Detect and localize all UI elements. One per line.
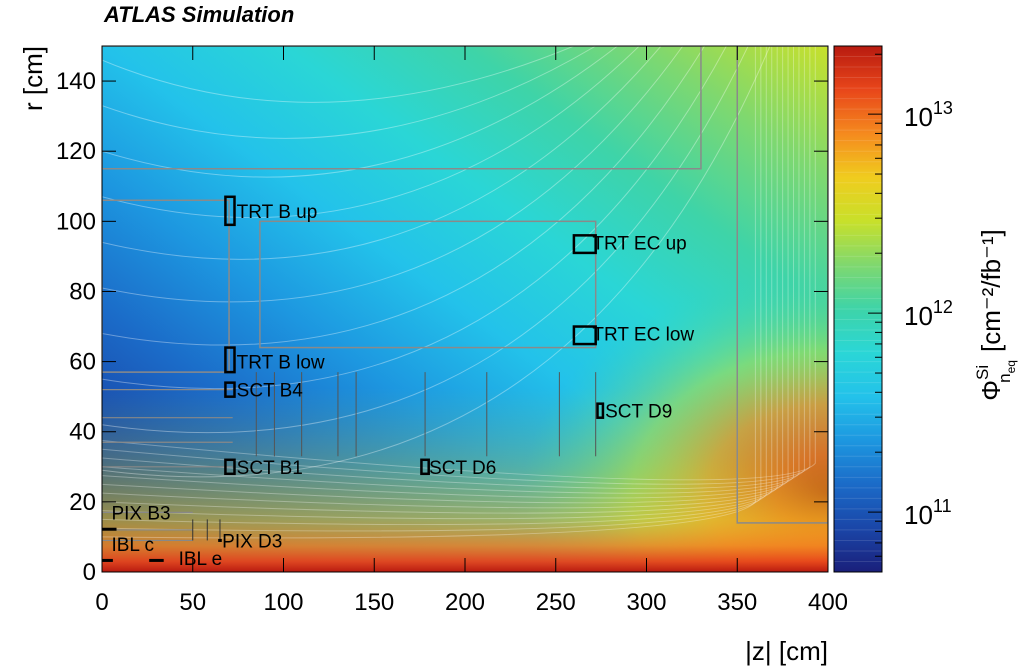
annotation-label: TRT B up — [237, 202, 318, 223]
contour-line — [102, 46, 762, 532]
plot-area — [102, 46, 828, 572]
x-axis-label: |z| [cm] — [745, 636, 828, 666]
colorbar-tick-base: 10 — [904, 500, 933, 530]
contour-line — [102, 46, 575, 103]
contour-line — [102, 46, 767, 526]
colorbar-tick-label: 1011 — [904, 496, 952, 530]
colorbar-label-subscript: n — [995, 373, 1014, 382]
colorbar-tick-exponent: 13 — [933, 98, 953, 118]
contour-line — [102, 46, 773, 520]
contour-line — [102, 46, 706, 346]
x-tick-label: 100 — [263, 589, 303, 616]
annotation-labels: TRT B up TRT B low TRT EC up TRT EC low SCT … — [111, 202, 694, 570]
y-tick-label: 20 — [69, 489, 96, 516]
annotation-label: SCT B4 — [237, 381, 304, 402]
contour-line — [102, 46, 805, 490]
contour-line — [102, 46, 662, 260]
annotation-label: TRT EC low — [592, 325, 694, 346]
contour-line — [102, 46, 800, 494]
x-tick-label: 200 — [445, 589, 485, 616]
colorbar-tick-base: 10 — [904, 102, 933, 132]
contour-line — [102, 46, 749, 434]
contour-line — [102, 46, 756, 539]
colorbar-tick-exponent: 11 — [933, 496, 952, 516]
contour-line — [102, 46, 816, 481]
y-tick-label: 60 — [69, 349, 96, 376]
colorbar-label-units: [cm⁻²/fb⁻¹] — [976, 229, 1006, 352]
annotation-label: IBL c — [111, 535, 154, 556]
detector-region-outline — [102, 199, 230, 373]
annotation-box — [224, 195, 236, 227]
colorbar-gradient — [834, 46, 882, 572]
colorbar-tick-base: 10 — [904, 301, 933, 331]
annotation-label: PIX D3 — [222, 531, 282, 552]
y-tick-label: 100 — [56, 208, 96, 235]
x-tick-label: 300 — [626, 589, 666, 616]
contour-line — [102, 46, 771, 478]
x-tick-label: 250 — [536, 589, 576, 616]
contour-lines — [102, 46, 816, 539]
annotation-label: SCT D9 — [605, 402, 672, 423]
colorbar-label-symbol: Φ — [976, 380, 1006, 401]
annotation-box — [224, 346, 236, 374]
y-tick-label: 0 — [83, 559, 96, 586]
annotation-box — [224, 381, 236, 398]
contour-line — [102, 46, 640, 219]
contour-line — [102, 46, 811, 485]
annotation-box — [572, 234, 597, 255]
x-tick-label: 150 — [354, 589, 394, 616]
y-tick-label: 140 — [56, 68, 96, 95]
y-tick-label: 80 — [69, 278, 96, 305]
colorbar-tick-label: 1012 — [904, 297, 953, 331]
detector-region-outline — [259, 220, 597, 349]
annotation-boxes — [224, 195, 605, 476]
detector-region-outline — [736, 46, 828, 524]
heatmap-beamline-band — [102, 46, 828, 572]
annotation-label: TRT B low — [237, 353, 325, 374]
annotation-label: PIX B3 — [111, 503, 170, 524]
x-tick-label: 0 — [95, 589, 108, 616]
annotation-box — [224, 458, 236, 476]
detector-region-outline — [102, 46, 702, 170]
y-tick-label: 120 — [56, 138, 96, 165]
annotation-label: TRT EC up — [592, 233, 686, 254]
y-axis-ticks: 0 20 40 60 80 100 120 140 — [56, 68, 828, 586]
annotation-label: SCT D6 — [429, 458, 496, 479]
contour-line — [102, 46, 778, 514]
annotation-box — [420, 458, 430, 476]
x-tick-label: 50 — [179, 589, 206, 616]
contour-line — [102, 46, 795, 499]
colorbar-label: ΦSi neq [cm⁻²/fb⁻¹] — [973, 229, 1018, 400]
contour-line — [102, 46, 727, 390]
contour-line — [102, 46, 784, 509]
detector-regions — [102, 46, 828, 524]
x-tick-label: 350 — [717, 589, 757, 616]
colorbar-bands — [834, 56, 882, 562]
x-axis-ticks: 0 50 100 150 200 250 300 350 400 — [95, 46, 848, 616]
colorbar-label-subscript-eq: eq — [1004, 360, 1018, 373]
contour-line — [102, 46, 684, 303]
chart-title: ATLAS Simulation — [103, 2, 294, 27]
annotation-box — [572, 325, 597, 346]
annotation-label: SCT B1 — [237, 458, 303, 479]
y-tick-label: 40 — [69, 419, 96, 446]
colorbar-tick-label: 1013 — [904, 98, 953, 132]
colorbar-label-superscript: Si — [973, 365, 992, 380]
contour-line — [102, 46, 789, 504]
y-axis-label: r [cm] — [18, 46, 48, 111]
x-tick-label: 400 — [808, 589, 848, 616]
colorbar-frame — [833, 45, 883, 573]
annotation-label: IBL e — [179, 549, 223, 570]
annotation-box — [596, 402, 605, 419]
contour-line — [102, 46, 596, 139]
detector-staves — [102, 372, 597, 562]
colorbar-tick-exponent: 12 — [933, 297, 953, 317]
